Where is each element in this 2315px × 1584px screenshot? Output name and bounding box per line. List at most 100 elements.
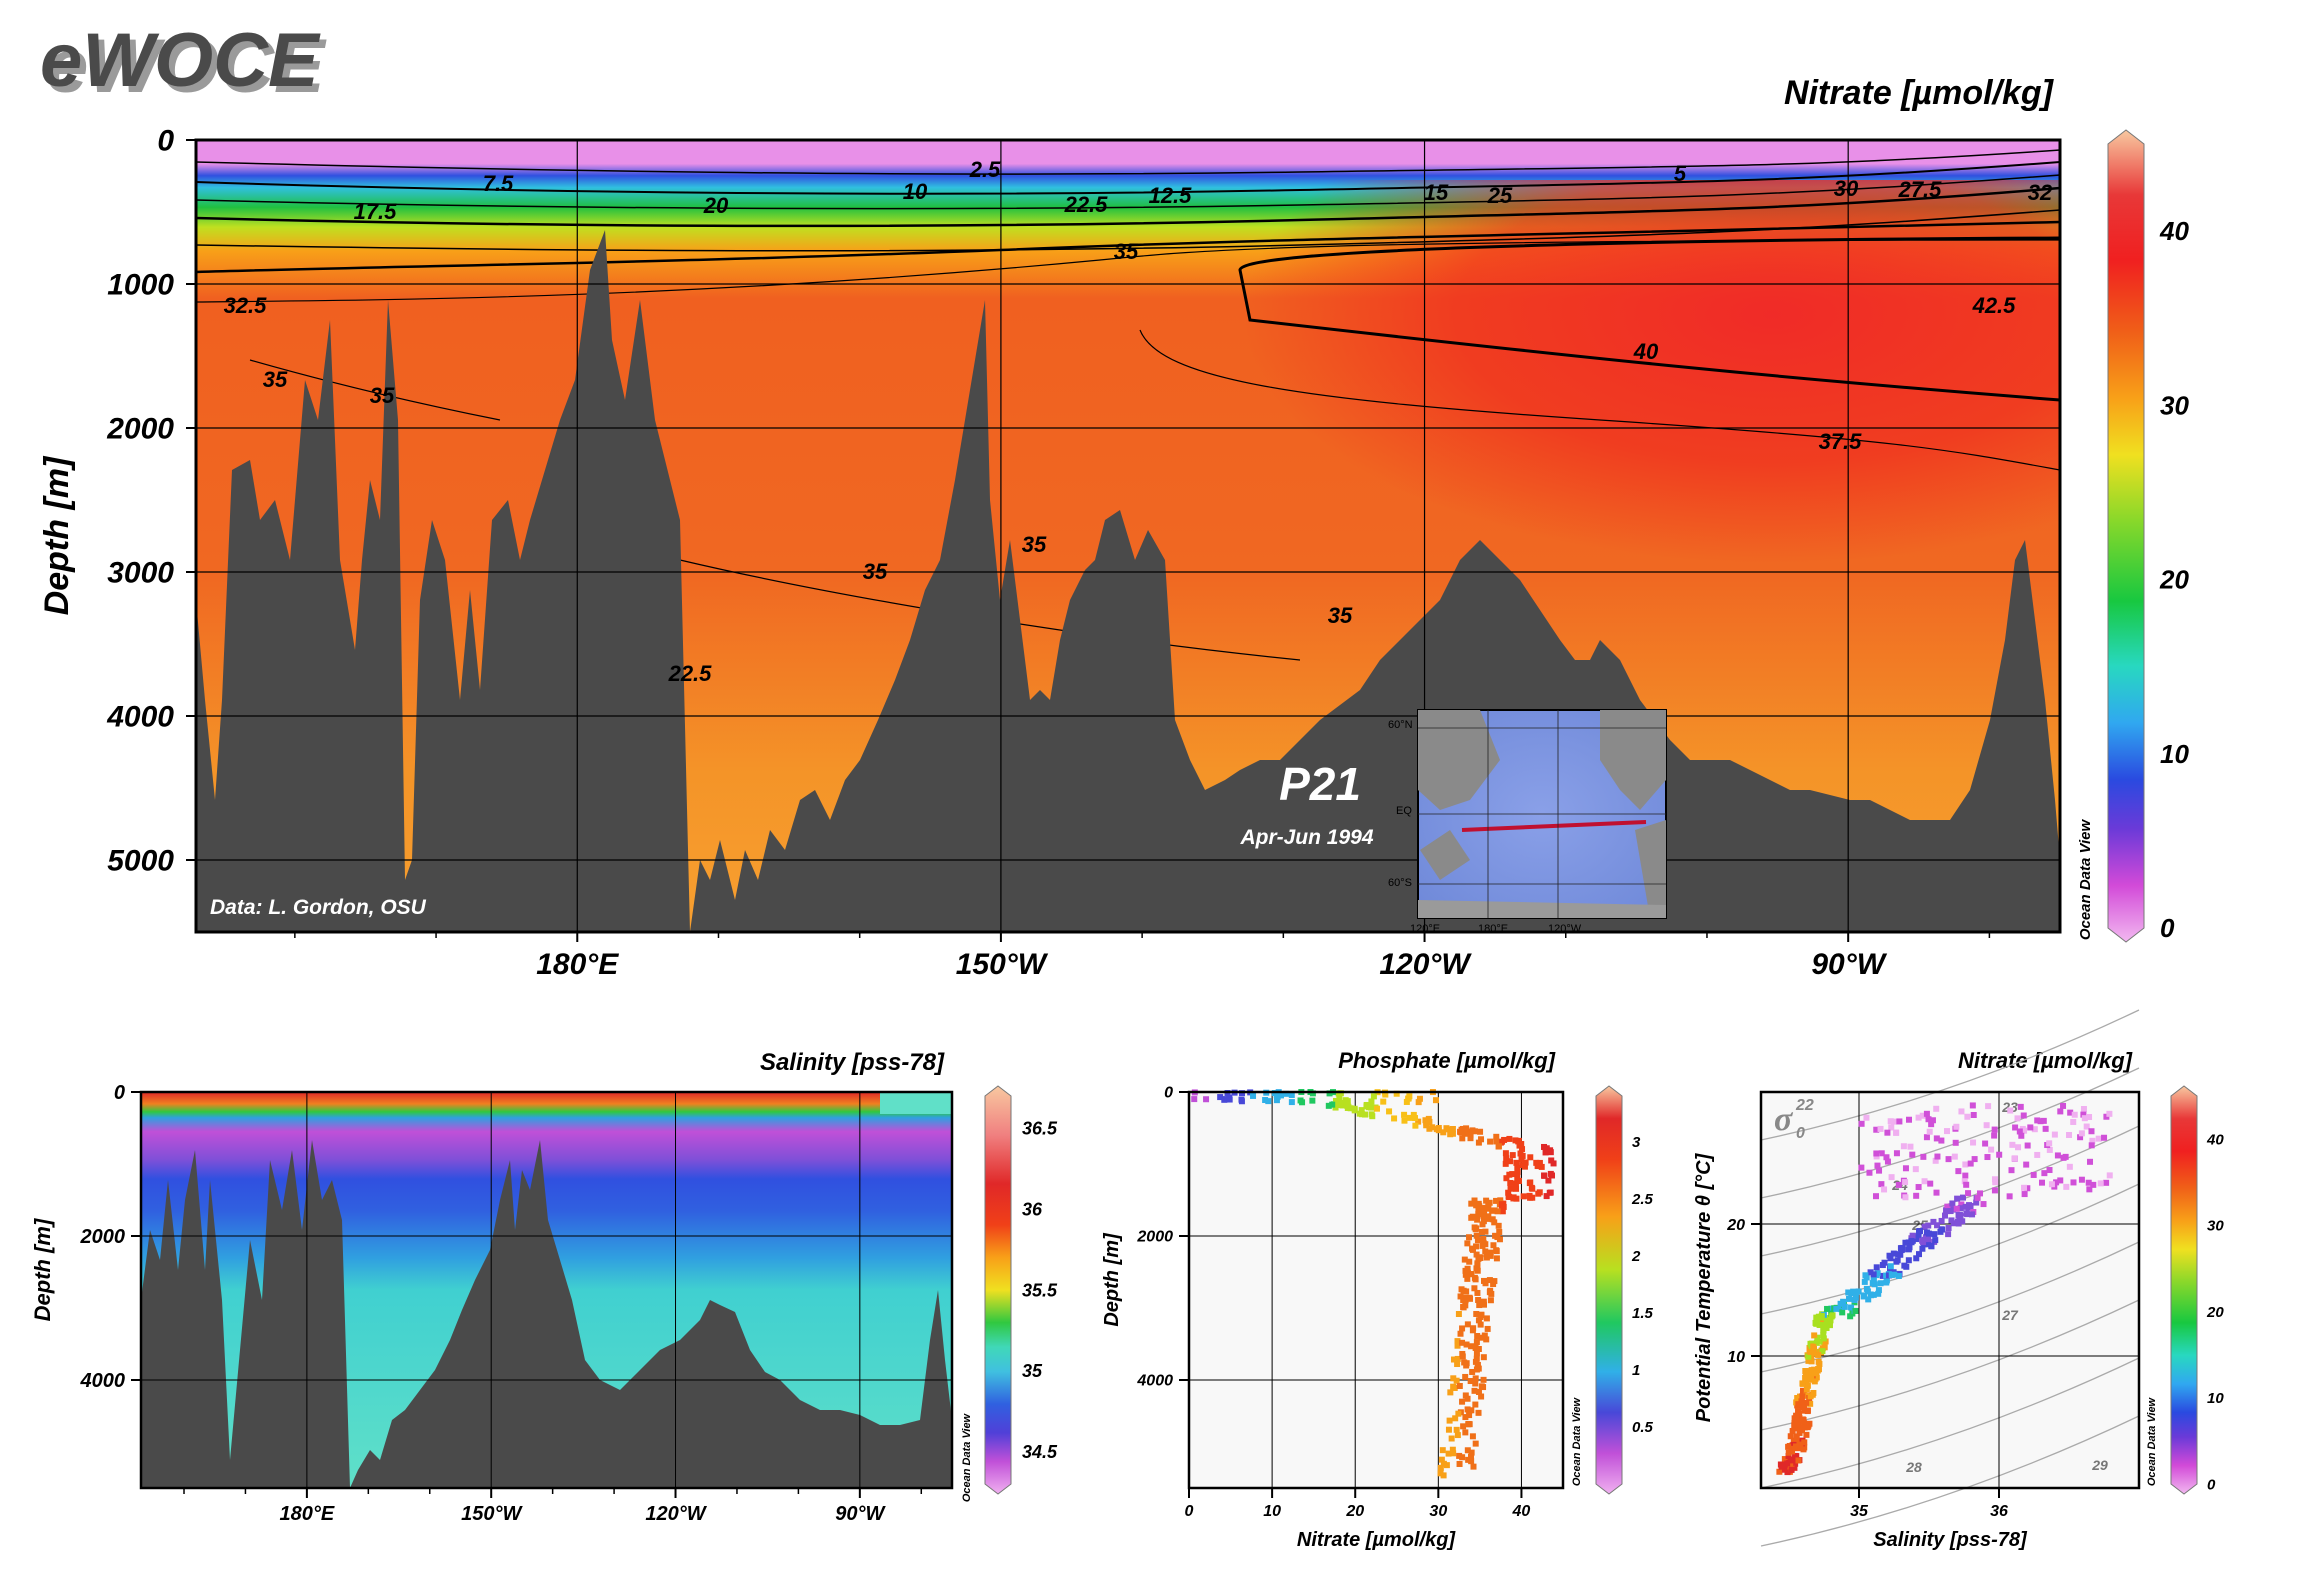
isopycnal-label: 29 — [2091, 1457, 2108, 1473]
scatter-point — [1929, 1117, 1936, 1124]
scatter-point — [1803, 1431, 1810, 1438]
scatter-point — [1505, 1189, 1512, 1196]
scatter-point — [1961, 1178, 1968, 1185]
contour-labels: 2.5 5 7.5 10 12.5 15 17.5 20 22.5 25 27.5 30 32 32.5 3… — [224, 157, 2053, 686]
y-tick-label: 2000 — [80, 1226, 126, 1248]
scatter-point — [1814, 1337, 1821, 1344]
scatter-point — [2053, 1179, 2060, 1186]
scatter-point — [1925, 1222, 1932, 1229]
scatter-point — [1793, 1425, 1800, 1432]
scatter-point — [1514, 1174, 1521, 1181]
scatter-point — [1991, 1132, 1998, 1139]
scatter-point — [1440, 1472, 1447, 1479]
scatter-point — [1949, 1200, 1956, 1207]
scatter-point — [1462, 1414, 1469, 1421]
colorbar-tick-label: 36 — [1022, 1199, 1043, 1219]
scatter-point — [1482, 1204, 1489, 1211]
scatter-point — [1466, 1421, 1473, 1428]
isopycnal-line — [1760, 1415, 2140, 1547]
scatter-point — [1951, 1153, 1958, 1160]
scatter-point — [1475, 1200, 1482, 1207]
scatter-point — [1542, 1149, 1549, 1156]
scatter-point — [1887, 1118, 1894, 1125]
scatter-point — [1464, 1265, 1471, 1272]
scatter-point — [1459, 1339, 1466, 1346]
scatter-point — [1802, 1372, 1809, 1379]
scatter-point — [1807, 1348, 1814, 1355]
sal-surface-east — [880, 1092, 952, 1114]
scatter-point — [1958, 1108, 1965, 1115]
nitrate-section-chart: Nitrate [µmol/kg] 010002000300040005000 … — [38, 74, 2189, 981]
scatter-point — [1964, 1113, 1971, 1120]
scatter-point — [1528, 1184, 1535, 1191]
scatter-point — [1818, 1312, 1825, 1319]
scatter-point — [1776, 1468, 1783, 1475]
scatter-point — [1481, 1332, 1488, 1339]
scatter-point — [1477, 1210, 1484, 1217]
scatter-point — [1479, 1221, 1486, 1228]
scatter-point — [1494, 1208, 1501, 1215]
colorbar-tick-label: 1 — [1632, 1362, 1640, 1379]
scatter-point — [1840, 1298, 1847, 1305]
scatter-point — [1879, 1272, 1886, 1279]
y-tick-label: 0 — [114, 1082, 125, 1104]
scatter-point — [1890, 1250, 1897, 1257]
scatter-point — [1799, 1387, 1806, 1394]
scatter-point — [1425, 1115, 1432, 1122]
contour-label: 32 — [2028, 180, 2053, 205]
isopycnal-line — [1760, 1299, 2140, 1431]
scatter-point — [1888, 1124, 1895, 1131]
scatter-point — [1472, 1401, 1479, 1408]
scatter-point — [1454, 1338, 1461, 1345]
scatter-point — [1538, 1163, 1545, 1170]
scatter-point — [1468, 1200, 1475, 1207]
contour-label: 35 — [370, 383, 395, 408]
scatter-point — [1297, 1097, 1304, 1104]
scatter-point — [1497, 1197, 1504, 1204]
scatter-point — [1493, 1248, 1500, 1255]
scatter-point — [2021, 1184, 2028, 1191]
scatter-point — [1480, 1298, 1487, 1305]
scatter-point — [1493, 1197, 1500, 1204]
colorbar-tick-label: 30 — [2160, 390, 2189, 420]
scatter-point — [2057, 1108, 2064, 1115]
isopycnal-line — [1760, 1357, 2140, 1489]
scatter-point — [1533, 1159, 1540, 1166]
scatter-point — [1477, 1255, 1484, 1262]
contour-label: 15 — [1424, 180, 1449, 205]
scatter-point — [2007, 1107, 2014, 1114]
y-tick-label: 2000 — [106, 413, 174, 446]
scatter-point — [1795, 1421, 1802, 1428]
scatter-point — [1445, 1126, 1452, 1133]
scatter-point — [2024, 1185, 2031, 1192]
scatter-point — [1493, 1133, 1500, 1140]
scatter-point — [2078, 1176, 2085, 1183]
scatter-point — [1855, 1288, 1862, 1295]
scatter-point — [1921, 1178, 1928, 1185]
isopycnal-label: 27 — [2001, 1307, 2019, 1323]
scatter-point — [1820, 1332, 1827, 1339]
scatter-point — [1469, 1327, 1476, 1334]
scatter-point — [1450, 1383, 1457, 1390]
scatter-point — [1926, 1128, 1933, 1135]
scatter-point — [1984, 1154, 1991, 1161]
map-label-60n: 60°N — [1388, 719, 1413, 731]
scatter-point — [1883, 1279, 1890, 1286]
scatter-point — [1474, 1333, 1481, 1340]
scatter-point — [1890, 1118, 1897, 1125]
scatter-point — [1784, 1460, 1791, 1467]
sal-topography — [141, 1140, 952, 1488]
scatter-point — [1337, 1090, 1344, 1097]
scatter-point — [1958, 1201, 1965, 1208]
scatter-point — [2086, 1186, 2093, 1193]
scatter-point — [1450, 1375, 1457, 1382]
scatter-point — [1499, 1208, 1506, 1215]
scatter-point — [2106, 1110, 2113, 1117]
scatter-point — [1969, 1211, 1976, 1218]
map-label-180e: 180°E — [1478, 923, 1508, 935]
scatter-point — [1454, 1432, 1461, 1439]
scatter-point — [1401, 1117, 1408, 1124]
scatter-point — [1816, 1321, 1823, 1328]
x-tick-label: 30 — [1429, 1503, 1447, 1520]
section-name: P21 — [1279, 758, 1361, 810]
